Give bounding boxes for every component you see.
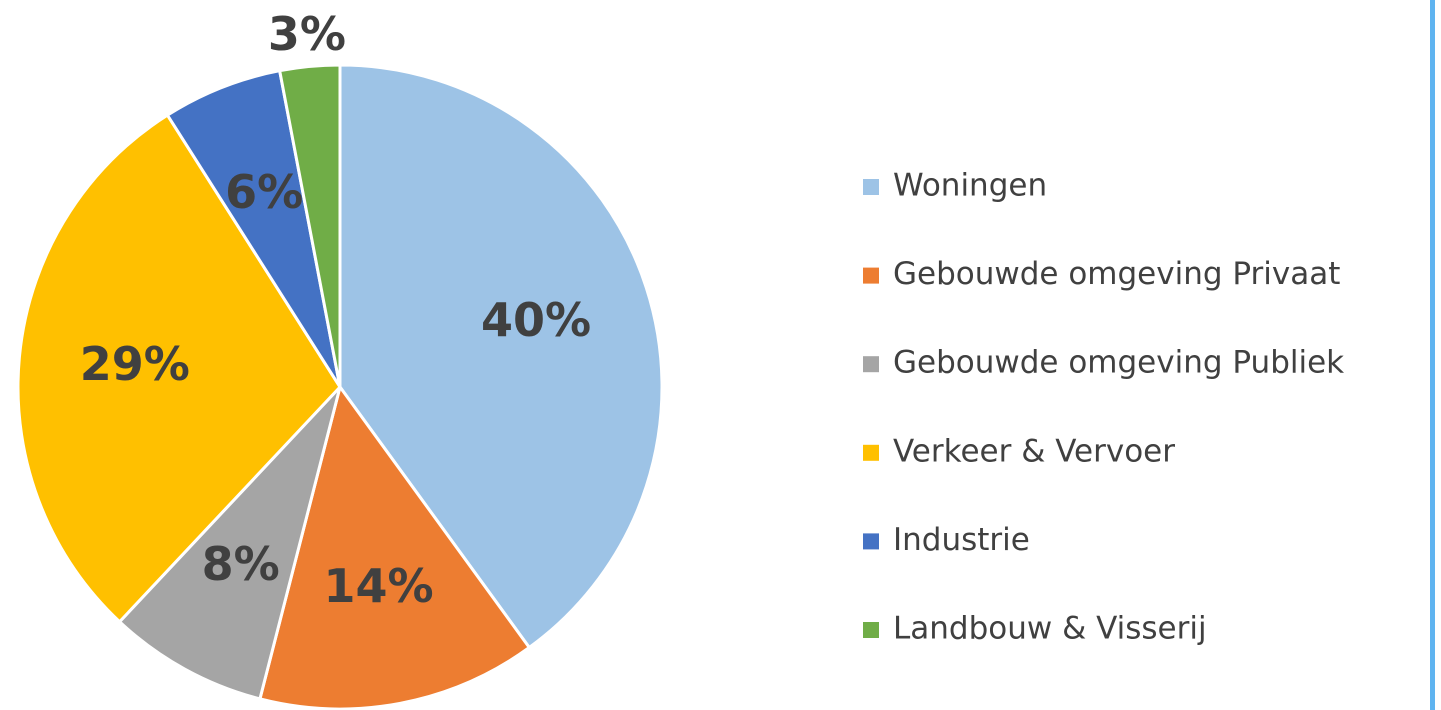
pie-slice (118, 385, 342, 701)
data-label: 3% (268, 7, 346, 61)
legend-swatch (863, 622, 879, 638)
pie-slice (258, 385, 531, 710)
data-label: 29% (80, 337, 190, 391)
legend-label: Industrie (893, 522, 1030, 558)
legend-swatch (863, 356, 879, 373)
data-label: 14% (324, 559, 434, 613)
data-label: 40% (481, 293, 591, 347)
legend-swatch (863, 179, 879, 195)
data-label: 8% (202, 537, 280, 591)
pie-slice (278, 63, 342, 389)
pie-slice (165, 69, 342, 389)
legend-label: Woningen (893, 168, 1047, 204)
legend-swatch (863, 267, 879, 284)
pie-slice (16, 113, 342, 624)
legend-label: Verkeer & Vervoer (893, 433, 1175, 469)
window-border (1430, 0, 1435, 710)
legend-label: Landbouw & Visserij (893, 611, 1207, 647)
legend-swatch (863, 533, 879, 550)
legend-label: Gebouwde omgeving Publiek (893, 345, 1344, 381)
data-label: 6% (225, 165, 303, 219)
legend-swatch (863, 444, 879, 461)
pie-slice (338, 63, 664, 650)
legend-label: Gebouwde omgeving Privaat (893, 256, 1340, 292)
